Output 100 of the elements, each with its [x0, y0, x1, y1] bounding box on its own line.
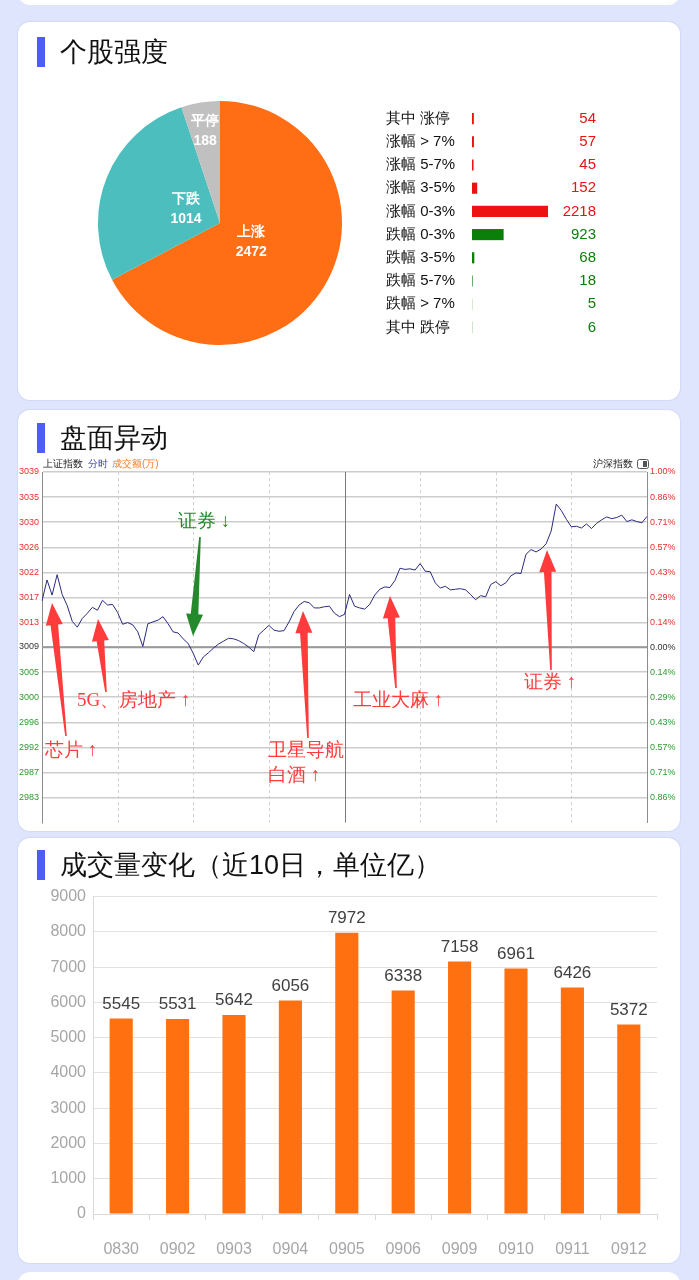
annotation: 芯片 ↑: [45, 739, 98, 761]
y-tick-label: 3035: [18, 491, 39, 502]
y2-tick-label: 1.00%: [650, 466, 676, 477]
y-tick-label: 涨幅 3-5%: [386, 178, 456, 196]
data-label: 7158: [440, 936, 479, 956]
data-label: 6: [587, 317, 596, 335]
y-tick-label: 其中 涨停: [386, 108, 451, 126]
slice-label: 上涨: [236, 222, 267, 239]
y2-tick-label: 0.14%: [650, 616, 676, 627]
annotation: 工业大麻 ↑: [353, 689, 444, 711]
data-label: 6338: [384, 965, 423, 985]
y-tick-label: 跌幅 3-5%: [386, 247, 456, 265]
y2-tick-label: 0.43%: [650, 716, 676, 727]
y2-tick-label: 0.71%: [650, 516, 676, 527]
data-label: 923: [570, 224, 596, 242]
bar: [617, 1024, 641, 1214]
y2-tick-label: 0.57%: [650, 741, 676, 752]
data-label: 45: [579, 155, 596, 173]
data-label: 7972: [327, 908, 366, 928]
y-tick-label: 涨幅 0-3%: [386, 201, 456, 219]
data-label: 5531: [158, 994, 197, 1014]
y2-tick-label: 0.43%: [650, 566, 676, 577]
y-tick-label: 涨幅 > 7%: [386, 131, 455, 149]
bar: [504, 968, 528, 1214]
x-tick-label: 0903: [216, 1240, 252, 1258]
bar: [472, 205, 548, 217]
data-label: 18: [579, 271, 596, 289]
y-tick-label: 2996: [18, 716, 39, 727]
y-tick-label: 8000: [50, 922, 87, 940]
data-label: 5545: [102, 993, 141, 1013]
y-tick-label: 3009: [18, 641, 39, 652]
bar: [560, 987, 584, 1214]
y-tick-label: 9000: [50, 887, 87, 905]
y2-tick-label: 0.86%: [650, 792, 676, 803]
bar: [166, 1018, 190, 1214]
y-tick-label: 7000: [50, 957, 87, 975]
y-tick-label: 2992: [18, 741, 39, 752]
data-label: 5: [587, 294, 596, 312]
y-tick-label: 3000: [50, 1098, 87, 1116]
chart-title: 盘面异动: [60, 422, 168, 455]
y2-tick-label: 0.57%: [650, 541, 676, 552]
y-tick-label: 2987: [18, 766, 39, 777]
data-label: 1014: [170, 210, 202, 227]
data-label: 6426: [553, 962, 592, 982]
slice-label: 平停: [190, 112, 220, 129]
text: 分时: [88, 458, 108, 469]
y-tick-label: 0: [77, 1204, 87, 1222]
annotation: 证券 ↑: [524, 671, 577, 693]
x-tick-label: 0904: [272, 1240, 309, 1258]
y-tick-label: 3017: [18, 591, 39, 602]
x-tick-label: 0830: [103, 1240, 140, 1258]
data-label: 2218: [562, 201, 596, 219]
y-tick-label: 3022: [18, 566, 39, 577]
x-tick-label: 0909: [441, 1240, 478, 1258]
x-tick-label: 0910: [498, 1240, 534, 1258]
y-tick-label: 跌幅 5-7%: [386, 271, 456, 289]
data-label: 6056: [271, 975, 310, 995]
y-tick-label: 跌幅 0-3%: [386, 224, 456, 242]
annotation: 证券 ↓: [178, 510, 231, 532]
data-label: 5642: [215, 990, 253, 1010]
bar: [391, 990, 415, 1214]
annotation: 5G、房地产 ↑: [77, 689, 191, 711]
data-label: 68: [579, 247, 596, 265]
y-tick-label: 1000: [50, 1169, 87, 1187]
bar: [472, 182, 478, 194]
y2-tick-label: 0.14%: [650, 666, 676, 677]
data-label: 152: [570, 178, 596, 196]
x-tick-label: 0906: [385, 1240, 422, 1258]
y2-tick-label: 0.29%: [650, 691, 676, 702]
y-tick-label: 5000: [50, 1028, 87, 1046]
data-label: 57: [579, 131, 596, 149]
data-label: 5372: [609, 999, 648, 1019]
y-tick-label: 2983: [18, 792, 39, 802]
y2-tick-label: 0.29%: [650, 591, 676, 602]
y2-tick-label: 0.00%: [650, 641, 676, 652]
y-tick-label: 4000: [50, 1063, 87, 1081]
y-tick-label: 其中 跌停: [386, 317, 451, 335]
bar: [109, 1018, 133, 1214]
x-tick-label: 0911: [555, 1240, 590, 1258]
chart-title: 成交量变化（近10日，单位亿）: [60, 849, 442, 882]
chart-title: 个股强度: [60, 36, 168, 69]
y-tick-label: 3030: [18, 516, 39, 527]
bar: [448, 961, 472, 1214]
text: 上证指数: [43, 458, 83, 469]
data-label: 2472: [235, 242, 268, 259]
x-tick-label: 0912: [611, 1240, 647, 1258]
bar: [472, 229, 504, 241]
data-label: 54: [579, 108, 596, 126]
y-tick-label: 3039: [18, 466, 39, 477]
y-tick-label: 3013: [18, 616, 39, 627]
y-tick-label: 2000: [50, 1133, 87, 1151]
data-label: 6961: [497, 943, 535, 963]
bar: [222, 1015, 246, 1214]
annotation: 卫星导航: [268, 739, 344, 761]
y-tick-label: 3005: [18, 666, 39, 677]
y-tick-label: 6000: [50, 992, 87, 1010]
y2-tick-label: 0.71%: [650, 766, 676, 777]
y2-tick-label: 0.86%: [650, 491, 676, 502]
slice-label: 下跌: [171, 190, 202, 207]
text: 沪深指数: [593, 458, 633, 469]
